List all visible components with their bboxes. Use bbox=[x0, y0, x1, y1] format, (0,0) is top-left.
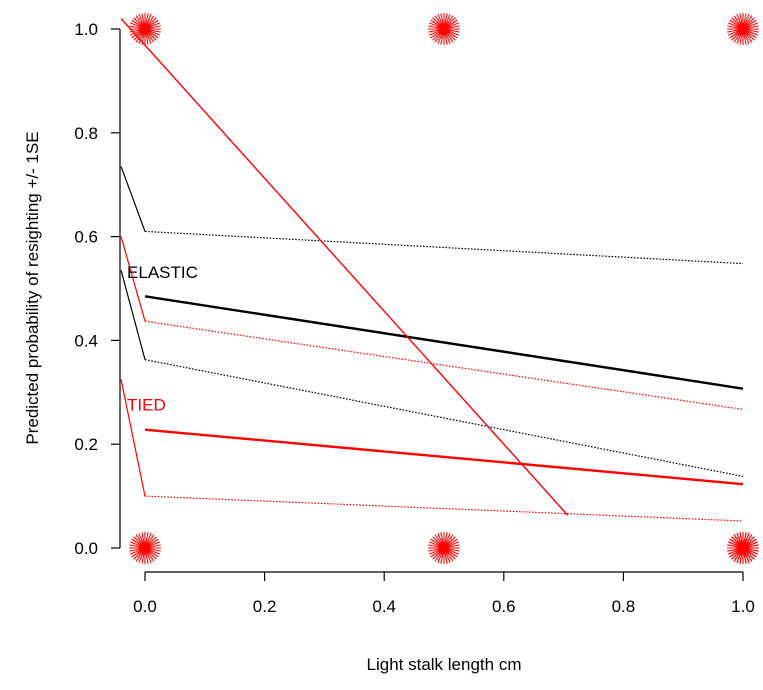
x-tick-label: 1.0 bbox=[731, 597, 755, 616]
series-line bbox=[144, 359, 744, 477]
y-tick-label: 0.8 bbox=[74, 124, 98, 143]
series-annotation: TIED bbox=[127, 395, 166, 414]
series-line bbox=[144, 295, 744, 390]
points-layer bbox=[129, 13, 759, 564]
series-layer bbox=[120, 18, 744, 522]
series-annotation: ELASTIC bbox=[127, 263, 198, 282]
y-tick-label: 0.6 bbox=[74, 228, 98, 247]
sunflower-point bbox=[428, 532, 460, 564]
sunflower-point bbox=[129, 532, 161, 564]
ticks bbox=[111, 28, 744, 581]
series-line bbox=[120, 270, 146, 360]
x-tick-label: 0.6 bbox=[492, 597, 516, 616]
annotation-layer: ELASTIC TIED bbox=[127, 263, 198, 414]
sunflower-point bbox=[727, 13, 759, 45]
x-tick-label: 0.0 bbox=[133, 597, 157, 616]
x-axis-title: Light stalk length cm bbox=[367, 655, 522, 674]
y-axis-title: Predicted probability of resighting +/- … bbox=[23, 131, 42, 444]
series-line bbox=[120, 236, 146, 322]
x-tick-label: 0.8 bbox=[612, 597, 636, 616]
y-tick-label: 0.2 bbox=[74, 435, 98, 454]
sunflower-point bbox=[727, 532, 759, 564]
y-tick-label: 1.0 bbox=[74, 20, 98, 39]
sunflower-point bbox=[428, 13, 460, 45]
y-tick-label: 0.4 bbox=[74, 331, 98, 350]
series-line bbox=[144, 428, 744, 486]
series-line bbox=[144, 495, 744, 522]
tick-labels: 0.0 0.2 0.4 0.6 0.8 1.0 0.0 0.2 0.4 0.6 0.8 1.0 bbox=[74, 20, 754, 616]
sunflower-point bbox=[129, 13, 161, 45]
x-tick-label: 0.4 bbox=[372, 597, 396, 616]
series-line bbox=[144, 320, 744, 411]
series-line bbox=[120, 166, 146, 232]
y-tick-label: 0.0 bbox=[74, 539, 98, 558]
x-tick-label: 0.2 bbox=[253, 597, 277, 616]
series-line bbox=[120, 18, 569, 516]
series-line bbox=[144, 230, 744, 265]
axes bbox=[119, 29, 743, 573]
series-line bbox=[120, 379, 146, 497]
